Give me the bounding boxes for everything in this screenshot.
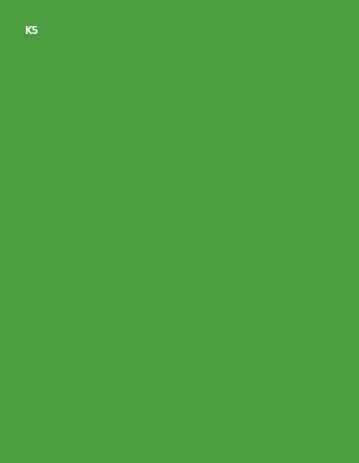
Text: Find the sum or difference.: Find the sum or difference. — [18, 108, 169, 118]
Text: -: - — [270, 425, 278, 438]
Text: $0.87: $0.87 — [280, 408, 317, 421]
Text: $0.93: $0.93 — [42, 334, 79, 347]
Text: Add & subtract decimals using money notation: Add & subtract decimals using money nota… — [18, 72, 359, 87]
Text: -: - — [32, 205, 39, 218]
Text: 0.37: 0.37 — [42, 351, 72, 364]
Text: $8.68: $8.68 — [162, 262, 200, 275]
Text: 2.: 2. — [148, 188, 157, 196]
Text: -: - — [152, 351, 159, 364]
Text: +: + — [152, 279, 159, 292]
Text: $0.64: $0.64 — [162, 188, 200, 200]
Text: $0.85: $0.85 — [276, 188, 313, 200]
Text: 1.06: 1.06 — [166, 425, 196, 438]
Text: 5.: 5. — [148, 262, 157, 270]
Text: 7.: 7. — [28, 334, 37, 343]
Text: -: - — [266, 205, 274, 218]
Text: © www.k5learning.com: © www.k5learning.com — [245, 447, 344, 456]
Text: +: + — [36, 425, 43, 438]
Text: Reading and Math for K-5: Reading and Math for K-5 — [18, 447, 124, 456]
Text: 6.: 6. — [262, 262, 271, 270]
Text: 3.09: 3.09 — [276, 351, 306, 364]
Text: $5.79: $5.79 — [42, 262, 79, 275]
Text: Grade 4 Decimals Worksheet: Grade 4 Decimals Worksheet — [18, 92, 170, 102]
Text: K5: K5 — [24, 26, 38, 36]
Text: 0.34: 0.34 — [280, 425, 310, 438]
Text: +: + — [32, 279, 39, 292]
Text: $0.26: $0.26 — [46, 408, 84, 421]
Text: 4.: 4. — [28, 262, 37, 270]
Text: 1.: 1. — [28, 188, 37, 196]
Text: 10.: 10. — [28, 408, 42, 417]
Text: $8.55: $8.55 — [276, 262, 313, 275]
FancyBboxPatch shape — [3, 3, 356, 460]
Text: -: - — [152, 205, 159, 218]
Text: +: + — [156, 425, 163, 438]
Text: 5.66: 5.66 — [162, 279, 192, 292]
Text: 0.31: 0.31 — [42, 205, 72, 218]
Text: 11.: 11. — [148, 408, 162, 417]
Text: $0.34: $0.34 — [42, 188, 79, 200]
Text: 8.72: 8.72 — [46, 425, 76, 438]
Text: Learning: Learning — [4, 47, 59, 57]
Text: 0.71: 0.71 — [276, 205, 306, 218]
Text: $0.79: $0.79 — [162, 334, 200, 347]
Text: 3.: 3. — [262, 188, 271, 196]
Text: 5.51: 5.51 — [276, 279, 306, 292]
Text: 0.18: 0.18 — [162, 205, 192, 218]
Text: $3.71: $3.71 — [166, 408, 204, 421]
Text: $3.91: $3.91 — [276, 334, 313, 347]
Text: -: - — [32, 351, 39, 364]
Text: +: + — [266, 351, 274, 364]
Text: +: + — [266, 279, 274, 292]
Text: 0.14: 0.14 — [162, 351, 192, 364]
Text: 8.: 8. — [148, 334, 157, 343]
Text: 9.: 9. — [262, 334, 271, 343]
Text: 7.51: 7.51 — [42, 279, 72, 292]
Text: 12.: 12. — [262, 408, 276, 417]
